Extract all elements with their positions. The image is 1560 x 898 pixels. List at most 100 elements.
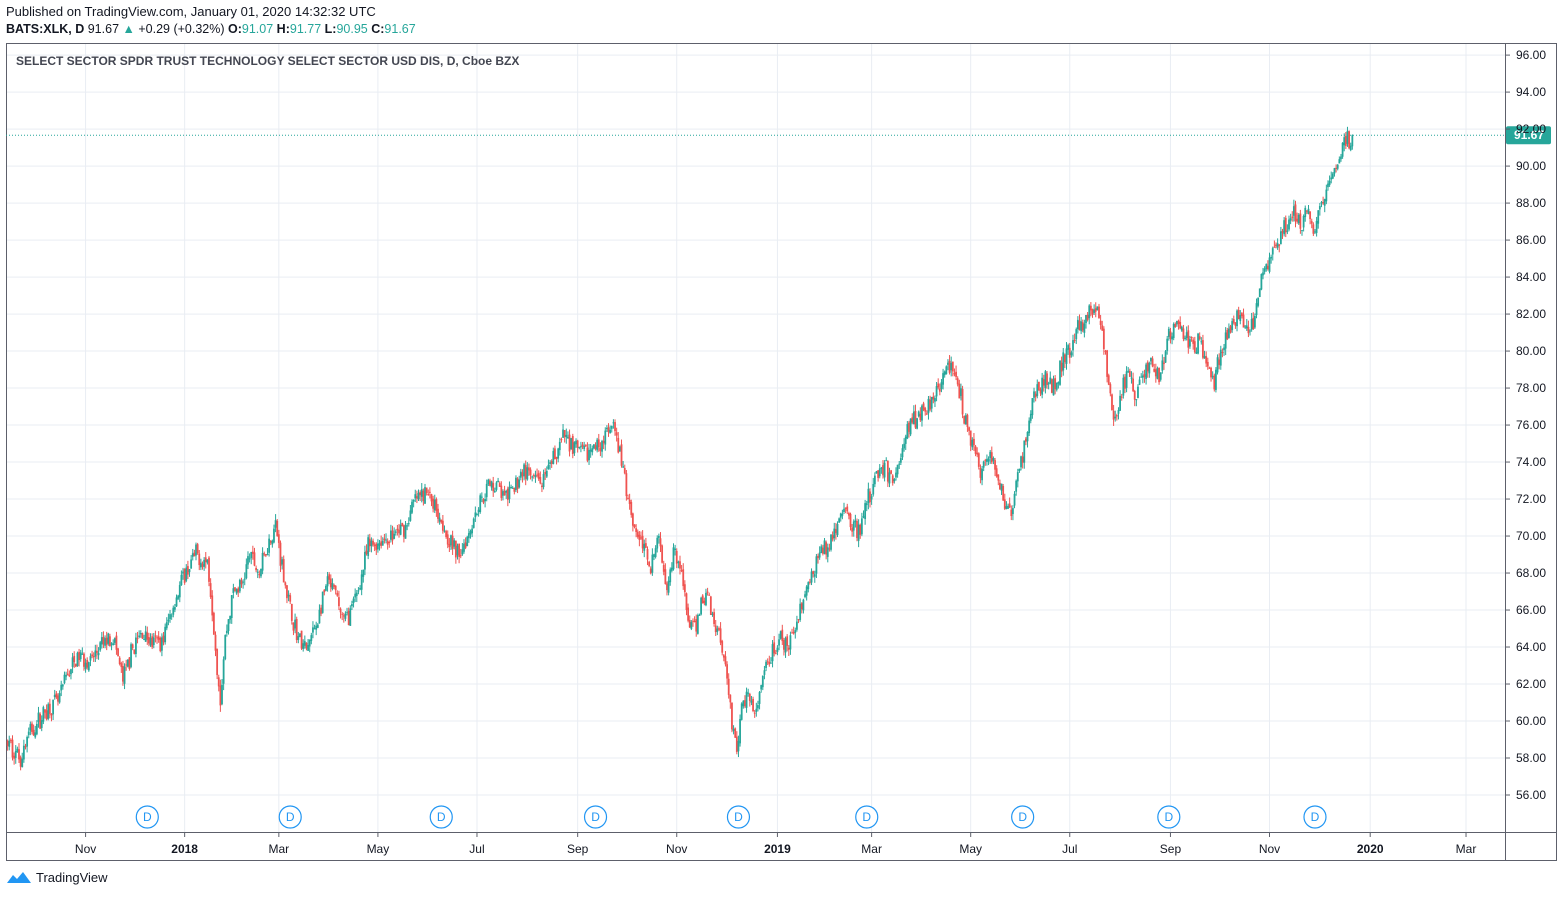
candle-body	[1266, 265, 1269, 270]
candle-body	[74, 664, 77, 667]
candle-body	[407, 523, 410, 525]
candle-body	[711, 613, 714, 615]
candle-body	[268, 538, 270, 553]
candle-body	[234, 587, 236, 591]
candle-body	[76, 652, 79, 667]
candle-body	[901, 448, 904, 458]
candle-body	[554, 448, 556, 460]
candle-body	[846, 506, 849, 512]
candle-body	[221, 684, 223, 705]
candle-body	[633, 524, 636, 528]
candle-body	[417, 492, 420, 500]
x-tick-label: Mar	[1456, 842, 1477, 856]
candle-body	[648, 561, 651, 567]
candle-body	[281, 559, 283, 565]
candle-body	[703, 600, 706, 604]
candle-body	[94, 650, 97, 657]
candle-body	[97, 652, 100, 656]
candle-body	[797, 619, 800, 621]
candle-body	[263, 553, 266, 555]
symbol-name[interactable]: BATS:XLK, D	[6, 22, 85, 36]
candle-body	[656, 537, 659, 549]
candle-body	[513, 487, 516, 492]
candle-body	[380, 541, 383, 546]
tradingview-logo-icon	[7, 871, 31, 883]
candle-body	[610, 426, 613, 429]
candle-body	[844, 507, 847, 509]
candle-body	[966, 414, 969, 427]
candle-body	[792, 631, 795, 634]
candle-body	[27, 731, 30, 735]
candle-body	[1008, 503, 1011, 508]
candle-body	[182, 571, 184, 574]
chart-title: SELECT SECTOR SPDR TRUST TECHNOLOGY SELE…	[16, 54, 519, 68]
candle-body	[247, 556, 249, 565]
candle-body	[1242, 314, 1245, 328]
candle-body	[1292, 206, 1295, 216]
candle-body	[11, 739, 14, 758]
candle-body	[164, 626, 167, 643]
candle-body	[120, 663, 123, 668]
candle-body	[437, 508, 439, 519]
candle-body	[1304, 207, 1307, 218]
y-tick-label: 92.00	[1516, 122, 1546, 136]
candle-body	[1189, 339, 1191, 347]
candle-body	[1021, 456, 1024, 463]
candle-body	[809, 581, 811, 583]
candle-body	[21, 758, 24, 768]
candle-body	[654, 548, 657, 557]
candle-body	[357, 590, 360, 592]
candle-body	[50, 713, 53, 716]
candle-body	[834, 528, 837, 534]
candle-body	[260, 568, 262, 577]
last-price: 91.67	[87, 22, 120, 36]
candle-body	[625, 473, 628, 497]
candle-body	[315, 625, 318, 630]
candle-body	[212, 612, 215, 635]
candle-body	[463, 543, 465, 552]
candle-body	[857, 524, 860, 541]
candle-body	[307, 645, 309, 651]
dividend-marker-label: D	[437, 810, 446, 824]
candle-body	[916, 418, 918, 429]
candle-body	[383, 538, 386, 541]
candle-body	[722, 655, 725, 658]
candle-body	[123, 666, 126, 684]
candle-body	[65, 675, 67, 677]
candle-body	[924, 408, 927, 412]
candle-body	[547, 464, 550, 469]
candle-body	[849, 513, 852, 528]
tradingview-brand[interactable]: TradingView	[6, 870, 108, 885]
candle-body	[1258, 288, 1261, 297]
candle-body	[427, 494, 430, 496]
candle-body	[922, 403, 925, 410]
candle-body	[321, 591, 324, 613]
candle-body	[347, 610, 350, 626]
candle-body	[695, 619, 698, 632]
candle-body	[609, 429, 612, 434]
candle-body	[1016, 472, 1019, 482]
candle-body	[222, 659, 225, 684]
candle-body	[1252, 317, 1255, 329]
candle-body	[22, 745, 25, 760]
candle-body	[864, 503, 867, 520]
candle-body	[45, 710, 48, 720]
candle-body	[841, 513, 844, 516]
y-tick-label: 88.00	[1516, 196, 1546, 210]
candle-body	[388, 541, 391, 543]
candle-body	[757, 705, 759, 709]
candle-body	[440, 519, 443, 523]
candle-body	[461, 549, 464, 555]
candle-body	[701, 595, 704, 604]
candle-body	[364, 552, 366, 570]
candle-body	[52, 699, 54, 715]
low-value: 90.95	[336, 22, 368, 36]
candle-body	[552, 450, 555, 464]
candle-body	[432, 498, 435, 509]
candle-body	[1348, 131, 1350, 149]
candle-body	[1228, 328, 1230, 338]
candle-body	[227, 619, 230, 632]
candle-body	[209, 583, 212, 597]
candle-body	[1271, 248, 1274, 255]
